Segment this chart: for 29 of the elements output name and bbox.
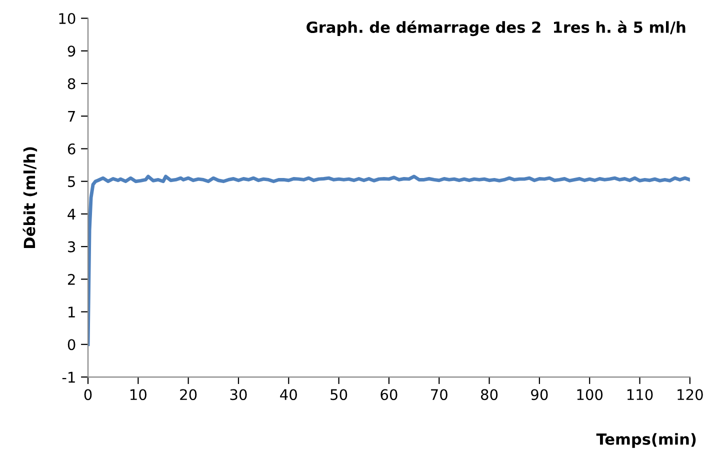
x-tick-label: 90	[531, 389, 548, 400]
x-tick-label: 10	[130, 389, 146, 400]
y-tick-label: 4	[68, 208, 76, 220]
y-tick-label: 7	[68, 111, 75, 122]
y-tick-label: 2	[68, 274, 75, 285]
x-axis-title: Temps(min)	[596, 433, 696, 448]
x-tick-label: 60	[380, 389, 398, 400]
x-tick-label: 0	[84, 389, 92, 400]
x-tick-label: 120	[678, 389, 703, 400]
y-tick-label: 8	[68, 78, 76, 90]
line-series	[88, 174, 690, 346]
x-tick-label: 30	[230, 389, 247, 400]
x-tick-label: 50	[330, 389, 348, 400]
y-axis-title: Débit (ml/h)	[22, 147, 38, 248]
x-tick-label: 110	[627, 389, 653, 400]
chart-title: Graph. de démarrage des 2 1res h. à 5 ml/h	[306, 20, 686, 36]
x-tick-label: 80	[480, 389, 498, 400]
y-tick-label: 6	[68, 143, 76, 154]
y-tick-label: 3	[68, 241, 76, 252]
y-tick-label: 0	[68, 339, 76, 350]
x-tick-label: 20	[180, 389, 197, 400]
y-tick-label: 10	[59, 12, 76, 24]
y-tick-label: -1	[62, 372, 75, 383]
x-tick-label: 100	[577, 389, 603, 400]
y-tick-label: 9	[68, 46, 76, 57]
x-tick-label: 40	[280, 389, 297, 400]
y-tick-label: 1	[68, 306, 75, 318]
x-tick-label: 70	[431, 389, 448, 400]
y-tick-label: 5	[68, 176, 75, 188]
